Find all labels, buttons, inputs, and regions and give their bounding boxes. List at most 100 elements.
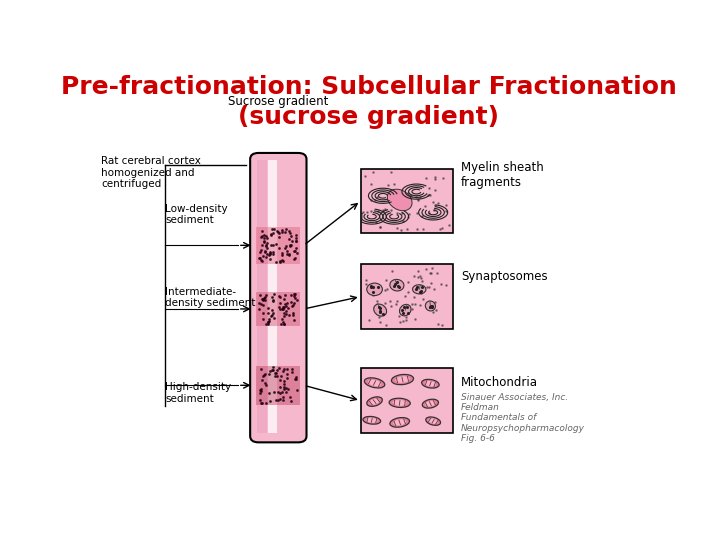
Point bbox=[284, 249, 295, 258]
Point bbox=[259, 369, 271, 378]
Point bbox=[276, 315, 287, 323]
Point bbox=[285, 291, 297, 300]
Point bbox=[371, 297, 382, 306]
Point bbox=[262, 318, 274, 326]
Bar bbox=[256, 292, 300, 326]
Point bbox=[278, 379, 289, 388]
Text: High-density
sediment: High-density sediment bbox=[166, 382, 231, 404]
Point bbox=[361, 208, 373, 217]
Point bbox=[286, 302, 297, 310]
Point bbox=[390, 300, 402, 308]
Point bbox=[413, 194, 424, 203]
Point bbox=[264, 316, 275, 325]
Point bbox=[283, 227, 294, 235]
Point bbox=[372, 193, 383, 201]
Ellipse shape bbox=[428, 418, 438, 424]
Text: Intermediate-
density sediment: Intermediate- density sediment bbox=[166, 287, 256, 308]
Point bbox=[278, 304, 289, 313]
Point bbox=[274, 244, 285, 252]
Point bbox=[263, 319, 274, 328]
Point bbox=[277, 393, 289, 402]
Point bbox=[415, 274, 427, 282]
Point bbox=[287, 310, 299, 319]
Text: Low-density
sediment: Low-density sediment bbox=[166, 204, 228, 225]
Point bbox=[261, 250, 272, 259]
Bar bbox=[268, 160, 277, 433]
Ellipse shape bbox=[364, 378, 384, 388]
Point bbox=[255, 399, 266, 408]
Point bbox=[425, 191, 436, 199]
Point bbox=[282, 250, 293, 259]
Point bbox=[281, 242, 292, 251]
Point bbox=[392, 296, 403, 305]
Point bbox=[415, 289, 426, 298]
Point bbox=[265, 230, 276, 239]
Point bbox=[405, 190, 416, 199]
Point bbox=[258, 371, 269, 380]
Point bbox=[428, 198, 439, 207]
Point bbox=[402, 287, 413, 296]
Point bbox=[274, 228, 285, 237]
Point bbox=[279, 300, 290, 308]
Point bbox=[261, 241, 272, 249]
Point bbox=[441, 201, 452, 210]
Ellipse shape bbox=[425, 401, 436, 407]
Point bbox=[402, 305, 414, 314]
Point bbox=[397, 217, 408, 225]
Point bbox=[374, 318, 386, 326]
Point bbox=[379, 205, 391, 213]
Ellipse shape bbox=[390, 279, 404, 291]
Point bbox=[288, 298, 300, 307]
Point bbox=[279, 244, 290, 252]
Point bbox=[267, 248, 279, 256]
Point bbox=[395, 226, 407, 234]
Point bbox=[264, 248, 276, 257]
Point bbox=[402, 278, 413, 287]
Point bbox=[257, 314, 269, 323]
Point bbox=[274, 305, 285, 314]
Point bbox=[409, 292, 420, 301]
Point bbox=[264, 367, 276, 376]
Point bbox=[288, 316, 300, 325]
Point bbox=[266, 366, 277, 375]
Point bbox=[258, 237, 270, 246]
Point bbox=[279, 303, 290, 312]
Point bbox=[269, 388, 280, 396]
Point bbox=[284, 392, 295, 401]
Point bbox=[269, 372, 281, 380]
Point bbox=[258, 237, 270, 245]
Point bbox=[271, 372, 283, 380]
Point bbox=[276, 226, 288, 234]
Point bbox=[381, 284, 392, 293]
Point bbox=[401, 316, 413, 325]
Point bbox=[274, 395, 286, 404]
Point bbox=[384, 297, 396, 306]
Point bbox=[270, 240, 282, 248]
Point bbox=[279, 376, 290, 385]
Point bbox=[257, 301, 269, 309]
Point bbox=[290, 237, 302, 245]
Point bbox=[260, 291, 271, 300]
Point bbox=[273, 232, 284, 241]
Point bbox=[280, 388, 292, 396]
Point bbox=[426, 279, 437, 287]
Point bbox=[277, 396, 289, 405]
Point bbox=[385, 167, 397, 176]
Point bbox=[359, 172, 370, 181]
Point bbox=[412, 272, 423, 281]
Point bbox=[374, 223, 386, 232]
Point bbox=[290, 237, 302, 246]
Text: Rat cerebral cortex
homogenized and
centrifuged: Rat cerebral cortex homogenized and cent… bbox=[101, 156, 201, 190]
Point bbox=[259, 247, 271, 256]
Ellipse shape bbox=[393, 419, 406, 426]
Point bbox=[279, 364, 290, 373]
Point bbox=[279, 308, 290, 317]
Point bbox=[420, 173, 432, 182]
Point bbox=[406, 299, 418, 308]
Point bbox=[257, 295, 269, 304]
Point bbox=[270, 257, 282, 266]
Point bbox=[254, 396, 266, 404]
Point bbox=[264, 249, 275, 258]
Point bbox=[261, 239, 273, 247]
Point bbox=[365, 180, 377, 188]
